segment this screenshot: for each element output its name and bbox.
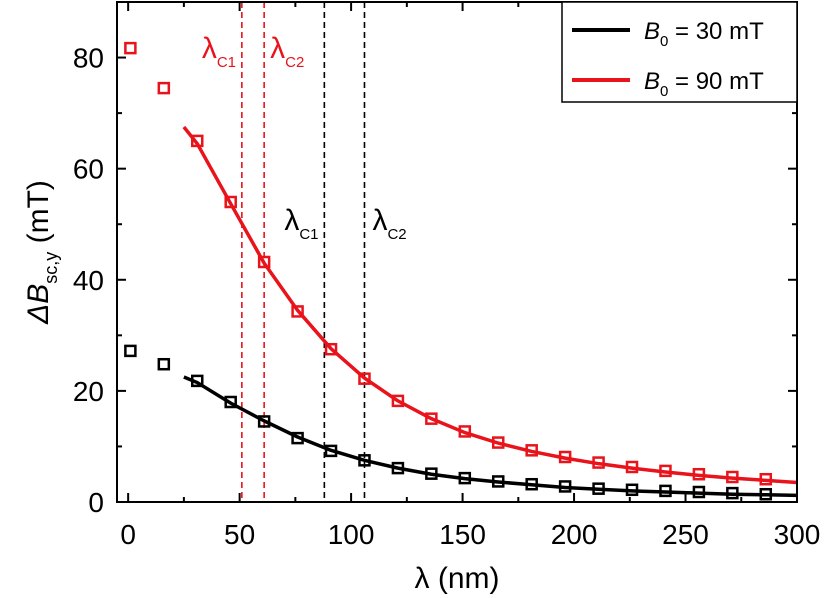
data-point-series-2 [191, 134, 204, 148]
data-point-series-1 [592, 482, 605, 495]
data-point-series-2 [391, 394, 405, 408]
data-point-series-1 [358, 454, 371, 467]
data-point-series-1 [191, 374, 204, 388]
data-point-series-2 [759, 472, 773, 486]
data-point-series-2 [458, 425, 472, 438]
data-point-series-1 [491, 475, 505, 488]
x-axis-label: λ (nm) [415, 562, 500, 595]
data-point-series-2 [558, 450, 572, 464]
y-tick-label: 80 [73, 43, 104, 74]
data-point-series-2 [659, 464, 672, 478]
data-point-series-1 [257, 415, 271, 428]
data-point-series-2 [592, 456, 605, 469]
y-axis-label: ΔBsc,y (mT) [22, 180, 61, 325]
y-tick-label: 0 [88, 487, 104, 518]
vline-label-3: λC1 [284, 204, 318, 243]
data-point-series-1 [525, 477, 538, 491]
data-point-series-1 [391, 461, 405, 475]
chart-legend: B0 = 30 mT B0 = 90 mT [561, 1, 798, 103]
data-point-series-2 [224, 195, 237, 209]
data-point-series-1 [659, 484, 672, 498]
fit-line-series-2 [182, 125, 798, 485]
data-point-series-1 [124, 344, 137, 358]
data-point-series-2 [425, 412, 438, 425]
y-tick-label: 20 [73, 376, 104, 407]
x-tick-label: 0 [120, 519, 136, 550]
data-point-series-1 [425, 467, 438, 480]
x-tick-label: 100 [328, 519, 375, 550]
legend-label-1: B0 = 30 mT [644, 18, 764, 50]
y-tick-label: 40 [73, 265, 104, 296]
vline-label-1: λC1 [202, 32, 236, 71]
data-point-series-2 [124, 41, 137, 55]
data-point-series-2 [358, 372, 371, 385]
data-point-series-1 [692, 485, 706, 499]
data-point-series-2 [157, 81, 171, 95]
chart-marks: λC1 λC2 λC1 λC2 [124, 2, 798, 502]
x-tick-label: 250 [662, 519, 709, 550]
data-point-series-2 [625, 460, 639, 474]
vline-label-4: λC2 [372, 204, 406, 243]
data-point-series-2 [726, 470, 739, 484]
data-point-series-1 [458, 471, 472, 485]
data-point-series-1 [224, 395, 237, 409]
x-tick-label: 150 [439, 519, 486, 550]
x-tick-label: 300 [774, 519, 821, 550]
y-tick-label: 60 [73, 154, 104, 185]
legend-box [561, 1, 798, 103]
legend-label-2: B0 = 90 mT [644, 68, 764, 100]
data-point-series-2 [491, 436, 505, 449]
data-point-series-2 [257, 255, 271, 269]
data-point-series-1 [726, 486, 739, 500]
data-point-series-2 [525, 444, 538, 457]
data-point-series-2 [692, 467, 706, 481]
data-point-series-1 [157, 357, 171, 371]
data-point-series-1 [625, 483, 639, 497]
chart-axes: 0 50 100 150 200 250 300 0 20 40 60 80 λ (nm) ΔBsc,y … [22, 1, 821, 595]
vline-label-2: λC2 [270, 32, 304, 71]
data-point-series-1 [291, 431, 304, 445]
data-point-series-2 [291, 305, 304, 318]
data-point-series-1 [759, 487, 773, 501]
data-point-series-1 [558, 480, 572, 493]
plot-frame [116, 1, 798, 503]
x-tick-label: 50 [224, 519, 255, 550]
data-point-series-2 [324, 342, 338, 356]
x-tick-label: 200 [551, 519, 598, 550]
data-point-series-1 [324, 444, 338, 458]
